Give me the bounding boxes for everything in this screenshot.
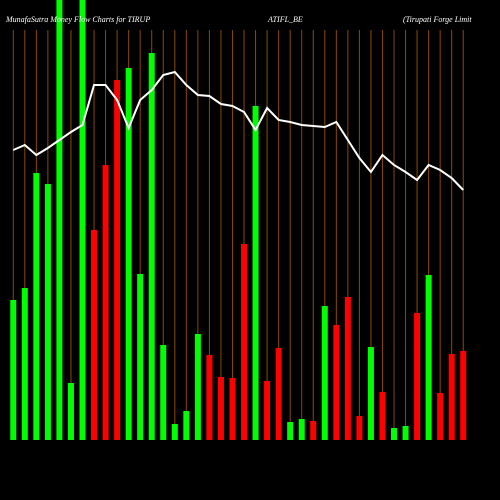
bar — [114, 80, 121, 440]
bar — [171, 424, 178, 440]
bar — [321, 306, 328, 440]
bar — [298, 419, 305, 440]
bar — [448, 354, 455, 440]
bar — [425, 275, 432, 440]
bar — [125, 68, 132, 440]
bar — [402, 426, 409, 440]
company-name: (Tirupati Forge Limit — [403, 15, 472, 24]
bar — [102, 165, 109, 440]
bar — [229, 378, 236, 440]
chart-subtitle: ATIFL_BE — [267, 15, 303, 24]
bar — [241, 244, 248, 440]
bar — [437, 393, 444, 440]
bar — [391, 428, 398, 440]
bar — [10, 300, 17, 440]
bar — [194, 334, 201, 440]
bar — [460, 351, 467, 440]
bar — [67, 383, 74, 440]
money-flow-line — [12, 70, 464, 191]
chart-title: MunafaSutra Money Flow Charts for TIRUP — [5, 15, 150, 24]
bar — [137, 274, 144, 440]
bar — [56, 0, 63, 440]
bar — [33, 173, 40, 440]
bar — [206, 355, 213, 440]
bar — [160, 345, 167, 440]
bar — [44, 184, 51, 440]
bar — [21, 288, 28, 440]
bar — [275, 348, 282, 440]
bar — [79, 0, 86, 440]
bar — [148, 53, 155, 440]
bar — [367, 347, 374, 440]
bar — [217, 377, 224, 440]
bar — [183, 411, 190, 440]
bar — [310, 421, 317, 440]
bar — [379, 392, 386, 440]
bars — [10, 0, 467, 440]
bar — [414, 313, 421, 440]
bar — [287, 422, 294, 440]
bar — [252, 106, 259, 440]
bar — [333, 325, 340, 440]
bar — [91, 230, 98, 440]
bar — [356, 416, 363, 440]
bar — [264, 381, 271, 440]
bar — [344, 297, 351, 440]
